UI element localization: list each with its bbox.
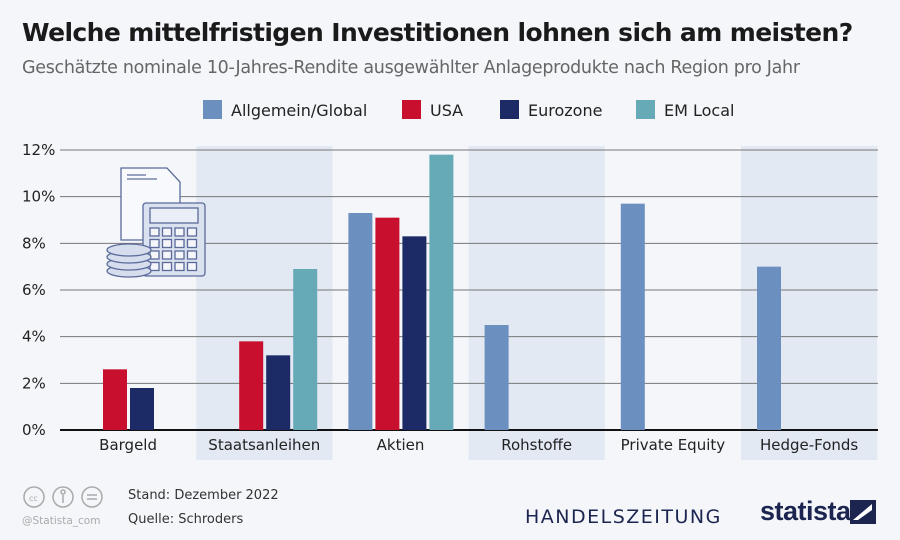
y-tick-label: 10% [22, 188, 55, 206]
legend-label: Allgemein/Global [231, 101, 367, 120]
calculator-coins-icon [106, 167, 206, 278]
bar [429, 154, 454, 430]
x-tick-label: Bargeld [99, 436, 157, 454]
x-tick-label: Rohstoffe [501, 436, 572, 454]
x-tick-label: Private Equity [621, 436, 726, 454]
bar [402, 236, 427, 430]
bar [293, 269, 318, 430]
legend-label: Eurozone [528, 101, 602, 120]
no-derivatives-icon [81, 486, 103, 508]
bar [375, 217, 400, 430]
legend-label: EM Local [664, 101, 734, 120]
y-tick-label: 0% [22, 421, 46, 439]
attribution-icon [52, 486, 74, 508]
y-tick-label: 8% [22, 234, 46, 252]
bar [757, 266, 781, 430]
legend-swatch [402, 100, 421, 119]
chart-subtitle: Geschätzte nominale 10-Jahres-Rendite au… [22, 58, 800, 78]
y-tick-label: 6% [22, 281, 46, 299]
bar [484, 325, 509, 430]
legend-label: USA [430, 101, 463, 120]
y-tick-label: 12% [22, 141, 55, 159]
source: Quelle: Schroders [128, 512, 244, 527]
svg-text:cc: cc [29, 494, 38, 503]
statista-logo: statista [760, 496, 851, 526]
bar [103, 369, 127, 430]
x-tick-label: Hedge-Fonds [760, 436, 858, 454]
cc-license-icons: cc [23, 486, 103, 508]
y-tick-label: 4% [22, 328, 46, 346]
bar [266, 355, 291, 430]
statista-handle: @Statista_com [22, 515, 101, 527]
cc-icon [23, 486, 45, 508]
x-tick-label: Staatsanleihen [208, 436, 320, 454]
x-tick-label: Aktien [377, 436, 425, 454]
bar [620, 203, 645, 430]
legend-swatch [500, 100, 519, 119]
handelszeitung-logo: HANDELSZEITUNG [525, 506, 722, 528]
y-tick-label: 2% [22, 374, 46, 392]
bar [130, 388, 154, 430]
bar [348, 213, 373, 430]
legend-swatch [636, 100, 655, 119]
chart-title: Welche mittelfristigen Investitionen loh… [22, 18, 853, 47]
bar [239, 341, 264, 430]
statista-logo-icon [850, 500, 876, 524]
stand-date: Stand: Dezember 2022 [128, 488, 279, 503]
legend-swatch [203, 100, 222, 119]
